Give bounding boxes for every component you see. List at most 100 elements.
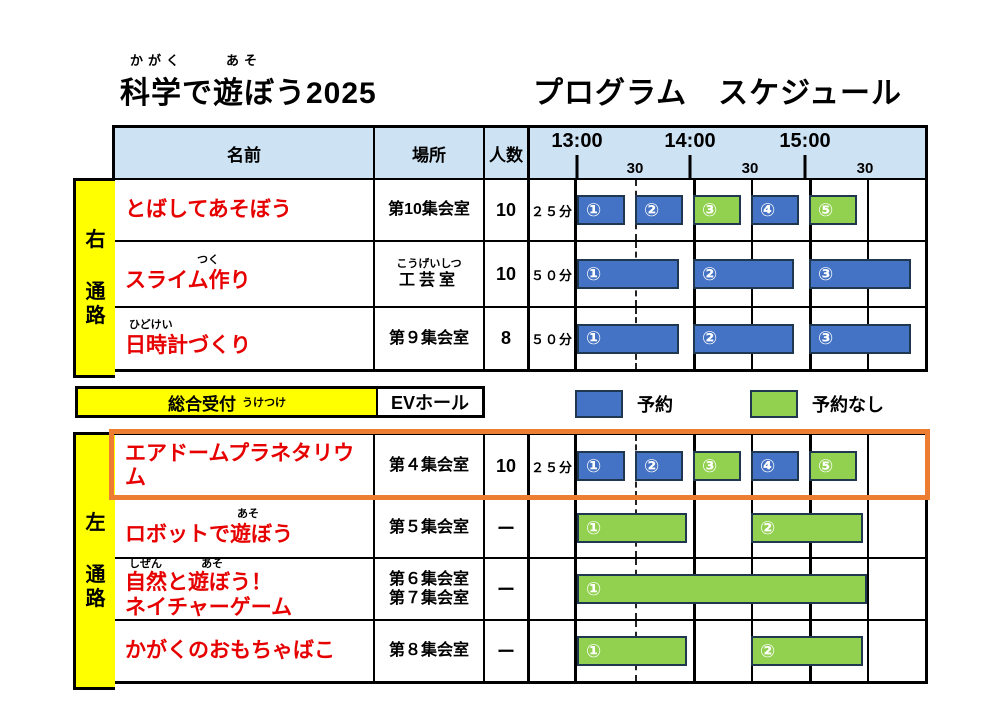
half-hour-label: 30 — [741, 160, 759, 177]
legend-reserved-swatch — [575, 390, 623, 418]
program-name: 自然と遊ぼう！ — [125, 571, 272, 595]
timeline-gridline — [867, 499, 869, 557]
room-name: 第６集会室 — [388, 570, 469, 588]
session-bar-open: ⑤ — [809, 451, 858, 481]
hour-label: 13:00 — [551, 130, 603, 152]
legend-reserved-label: 予約 — [637, 395, 673, 415]
program-name-cell: とばしてあそぼう — [115, 180, 375, 240]
aisle-char: 左 — [85, 512, 106, 534]
program-name-cell: あそ ロボットで遊ぼう — [115, 499, 375, 557]
legend-open-label: 予約なし — [812, 395, 884, 415]
aisle-char: 右 — [85, 229, 106, 251]
legend-open-swatch — [750, 390, 798, 418]
timeline-gridline — [693, 621, 696, 681]
name-furigana-part: あそ — [201, 558, 224, 571]
session-bar-open: ③ — [693, 195, 742, 225]
title-furigana-kagaku: かがく — [130, 53, 185, 68]
aisle-char: 路 — [85, 588, 106, 610]
name-furigana: しぜん あそ — [125, 558, 373, 571]
session-bar-reserved: ① — [577, 323, 680, 354]
program-name-cell: エアドームプラネタリウム — [115, 435, 375, 497]
program-name: スライム作り — [125, 269, 251, 293]
timeline-gridline — [867, 621, 869, 681]
room-name: 第10集会室 — [388, 201, 470, 219]
capacity-value: 10 — [495, 455, 517, 476]
session-bar-open: ② — [751, 513, 864, 543]
program-name: かがくのおもちゃばこ — [125, 638, 335, 662]
room-cell: 第９集会室 — [375, 308, 485, 369]
header-name: 名前 — [115, 128, 375, 178]
session-bar-reserved: ② — [635, 451, 684, 481]
capacity-value: 8 — [500, 328, 511, 348]
table-row: しぜん あそ 自然と遊ぼう！ ネイチャーゲーム 第６集会室 第７集会室 ー ① — [115, 557, 925, 619]
aisle-label-left: 左 通 路 — [73, 432, 115, 690]
capacity-cell: ー — [485, 621, 530, 681]
session-bar-reserved: ② — [693, 323, 794, 354]
room-name: 第５集会室 — [388, 519, 469, 537]
name-furigana-part: しぜん — [129, 558, 162, 571]
header-timeline: 13:00 14:00 15:00 30 30 30 — [530, 128, 925, 178]
room-cell: 第６集会室 第７集会室 — [375, 559, 485, 619]
timeline-gridline — [867, 559, 869, 619]
session-bar-reserved: ① — [577, 451, 626, 481]
capacity-value: ー — [497, 642, 515, 662]
session-bar-open: ③ — [693, 451, 742, 481]
room-name: 第９集会室 — [388, 329, 469, 347]
capacity-value: ー — [497, 519, 515, 539]
duration-value: ２５分 — [530, 459, 573, 475]
session-bar-open: ① — [577, 513, 688, 543]
hour-label: 14:00 — [664, 130, 716, 152]
header-place: 場所 — [375, 128, 485, 178]
table-header-row: 名前 場所 人数 13:00 14:00 15:00 30 30 30 — [115, 128, 925, 178]
room-cell: 第４集会室 — [375, 435, 485, 497]
capacity-cell: ー — [485, 499, 530, 557]
half-hour-label: 30 — [626, 160, 644, 177]
room-cell: 第８集会室 — [375, 621, 485, 681]
program-name-cell: しぜん あそ 自然と遊ぼう！ ネイチャーゲーム — [115, 558, 375, 619]
session-bar-reserved: ② — [693, 259, 794, 289]
capacity-cell: 10 — [485, 435, 530, 497]
room-name: 第８集会室 — [388, 642, 469, 660]
room-cell: こうげいしつ 工芸室 — [375, 242, 485, 306]
schedule-table-top: 名前 場所 人数 13:00 14:00 15:00 30 30 30 とばして… — [112, 125, 928, 372]
aisle-char: 通 — [85, 564, 106, 586]
timeline-gridline — [867, 180, 869, 240]
name-furigana: あそ — [237, 508, 259, 521]
hour-label: 15:00 — [779, 130, 831, 152]
reception-box: 総合受付 うけつけ EVホール — [75, 386, 485, 418]
duration-cell: ５０分 — [530, 308, 577, 369]
session-bar-reserved: ① — [577, 195, 626, 225]
session-bar-open: ⑤ — [809, 195, 858, 225]
hour-tick — [575, 155, 579, 178]
program-name-cell: ひどけい 日時計づくり — [115, 308, 375, 369]
program-name: 日時計づくり — [125, 333, 251, 357]
session-bar-reserved: ④ — [751, 195, 800, 225]
legend-reserved: 予約 — [575, 390, 673, 418]
session-bar-reserved: ② — [635, 195, 684, 225]
duration-cell — [530, 559, 577, 619]
reception-label: 総合受付 — [168, 394, 236, 414]
capacity-cell: 10 — [485, 242, 530, 306]
page-subtitle: プログラム スケジュール — [533, 77, 902, 110]
capacity-cell: 10 — [485, 180, 530, 240]
hour-tick — [688, 155, 692, 178]
room-name: 第４集会室 — [388, 457, 469, 475]
name-furigana: ひどけい — [129, 318, 173, 331]
name-furigana: つく — [197, 254, 219, 267]
session-bar-reserved: ③ — [809, 259, 912, 289]
duration-cell — [530, 621, 577, 681]
